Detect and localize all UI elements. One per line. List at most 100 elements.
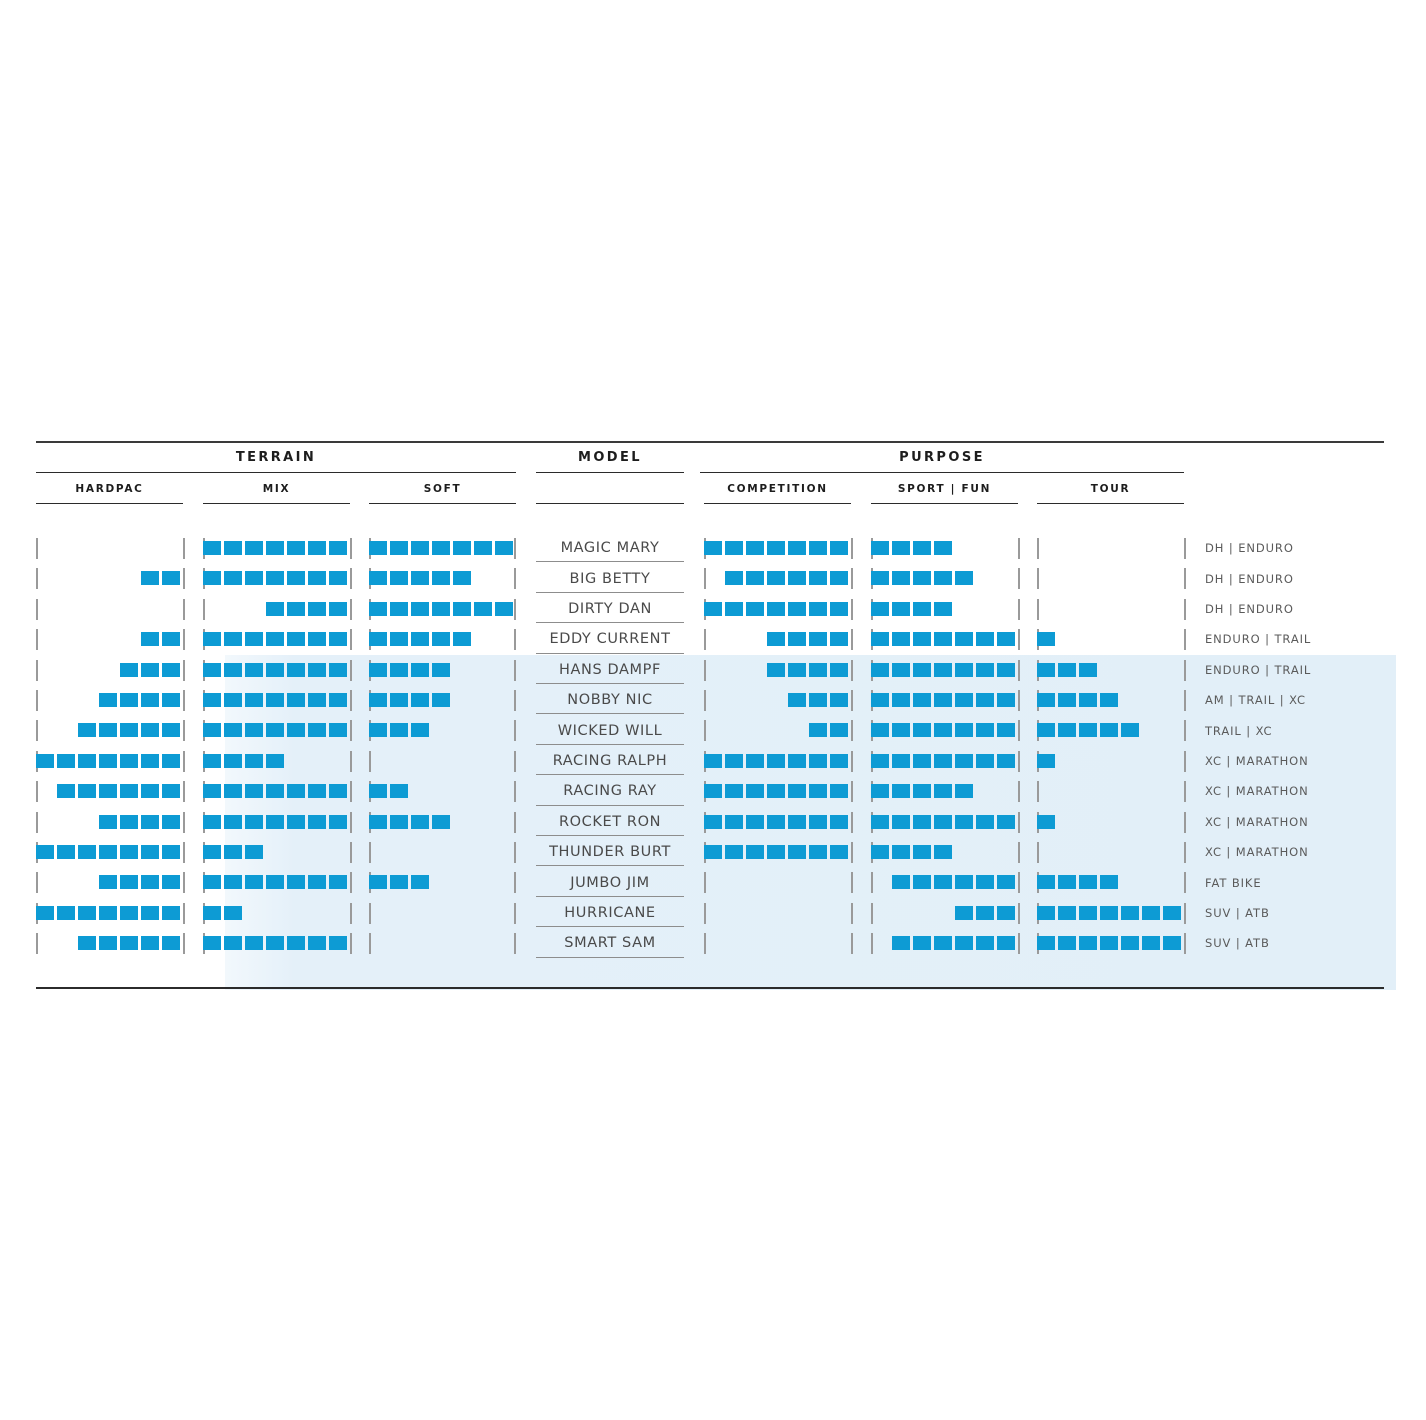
model-name: HURRICANE bbox=[564, 904, 656, 921]
terrain-bar-segment bbox=[36, 753, 54, 768]
table-row[interactable]: NOBBY NIC AM | TRAIL | XC bbox=[0, 685, 1426, 715]
terrain-bar-segment bbox=[369, 875, 387, 890]
scale-tick bbox=[1184, 811, 1186, 833]
purpose-bar-segment bbox=[871, 723, 889, 738]
purpose-bar-segment bbox=[1037, 632, 1055, 647]
category-label: XC | MARATHON bbox=[1205, 814, 1309, 829]
scale-tick bbox=[851, 842, 853, 863]
terrain-bar-segment bbox=[329, 723, 347, 738]
scale-tick bbox=[1018, 720, 1020, 742]
purpose-bar-segment bbox=[1037, 936, 1055, 951]
table-row[interactable]: HURRICANE SUV | ATB bbox=[0, 898, 1426, 928]
terrain-bar-segment bbox=[224, 784, 242, 799]
terrain-bar-segment bbox=[203, 814, 221, 829]
model-underline bbox=[536, 652, 684, 654]
scale-tick bbox=[183, 933, 185, 955]
model-underline bbox=[536, 713, 684, 715]
terrain-bar-segment bbox=[245, 936, 263, 951]
purpose-bar-segment bbox=[955, 662, 973, 677]
purpose-bar-segment bbox=[1163, 936, 1181, 951]
terrain-bar-segment bbox=[57, 784, 75, 799]
table-row[interactable]: THUNDER BURT XC | MARATHON bbox=[0, 837, 1426, 867]
terrain-bar-segment bbox=[203, 662, 221, 677]
table-row[interactable]: EDDY CURRENT ENDURO | TRAIL bbox=[0, 624, 1426, 654]
terrain-bar-segment bbox=[224, 541, 242, 555]
purpose-bar-segment bbox=[746, 571, 764, 586]
table-row[interactable]: HANS DAMPF ENDURO | TRAIL bbox=[0, 655, 1426, 685]
terrain-bar-segment bbox=[266, 662, 284, 677]
purpose-bar-segment bbox=[1037, 753, 1055, 768]
scale-tick bbox=[36, 538, 38, 559]
model-name: MAGIC MARY bbox=[560, 540, 660, 557]
category-label: XC | MARATHON bbox=[1205, 845, 1309, 860]
terrain-bar-segment bbox=[266, 571, 284, 586]
terrain-bar-segment bbox=[162, 936, 180, 951]
scale-tick bbox=[1184, 629, 1186, 651]
terrain-bar-segment bbox=[266, 784, 284, 799]
terrain-bar-segment bbox=[369, 693, 387, 707]
scale-tick bbox=[851, 568, 853, 590]
purpose-bar-segment bbox=[1079, 662, 1097, 677]
purpose-bar-segment bbox=[934, 693, 952, 707]
purpose-bar-segment bbox=[1058, 693, 1076, 707]
terrain-bar-segment bbox=[162, 875, 180, 890]
purpose-bar-segment bbox=[809, 632, 827, 647]
terrain-bar-segment bbox=[224, 845, 242, 859]
scale-tick bbox=[1184, 690, 1186, 711]
terrain-bar-segment bbox=[162, 753, 180, 768]
scale-tick bbox=[369, 902, 371, 924]
purpose-bar-segment bbox=[913, 541, 931, 555]
table-row[interactable]: ROCKET RON XC | MARATHON bbox=[0, 807, 1426, 837]
purpose-bar-segment bbox=[1037, 723, 1055, 738]
column-heading-sport-fun: SPORT | FUN bbox=[897, 483, 992, 495]
table-row[interactable]: SMART SAM SUV | ATB bbox=[0, 928, 1426, 958]
terrain-bar-segment bbox=[308, 784, 326, 799]
terrain-bar-segment bbox=[120, 905, 138, 920]
terrain-bar-segment bbox=[369, 601, 387, 616]
purpose-bar-segment bbox=[934, 845, 952, 859]
scale-tick bbox=[183, 750, 185, 772]
terrain-bar-segment bbox=[120, 784, 138, 799]
terrain-bar-segment bbox=[308, 936, 326, 951]
purpose-bar-segment bbox=[788, 601, 806, 616]
model-name: WICKED WILL bbox=[557, 722, 663, 739]
purpose-bar-segment bbox=[934, 753, 952, 768]
scale-tick bbox=[1018, 750, 1020, 772]
terrain-bar-segment bbox=[287, 662, 305, 677]
scale-tick bbox=[350, 598, 352, 620]
model-underline bbox=[536, 926, 684, 928]
terrain-bar-segment bbox=[266, 723, 284, 738]
table-row[interactable]: WICKED WILL TRAIL | XC bbox=[0, 715, 1426, 745]
scale-tick bbox=[1184, 872, 1186, 894]
purpose-bar-segment bbox=[788, 662, 806, 677]
model-name: ROCKET RON bbox=[558, 813, 662, 830]
terrain-bar-segment bbox=[120, 936, 138, 951]
terrain-bar-segment bbox=[390, 632, 408, 647]
terrain-bar-segment bbox=[78, 753, 96, 768]
purpose-bar-segment bbox=[976, 693, 994, 707]
table-row[interactable]: BIG BETTY DH | ENDURO bbox=[0, 563, 1426, 593]
purpose-bar-segment bbox=[809, 693, 827, 707]
table-row[interactable]: MAGIC MARY DH | ENDURO bbox=[0, 533, 1426, 563]
table-row[interactable]: RACING RALPH XC | MARATHON bbox=[0, 746, 1426, 776]
scale-tick bbox=[36, 598, 38, 620]
terrain-bar-segment bbox=[224, 693, 242, 707]
terrain-bar-segment bbox=[369, 784, 387, 799]
purpose-bar-segment bbox=[830, 753, 848, 768]
terrain-bar-segment bbox=[453, 601, 471, 616]
purpose-bar-segment bbox=[1037, 662, 1055, 677]
scale-tick bbox=[1018, 690, 1020, 711]
table-row[interactable]: DIRTY DAN DH | ENDURO bbox=[0, 594, 1426, 624]
terrain-bar-segment bbox=[162, 905, 180, 920]
scale-tick bbox=[704, 690, 706, 711]
terrain-bar-segment bbox=[78, 845, 96, 859]
table-row[interactable]: JUMBO JIM FAT BIKE bbox=[0, 867, 1426, 897]
purpose-bar-segment bbox=[997, 662, 1015, 677]
scale-tick bbox=[1037, 842, 1039, 863]
table-row[interactable]: RACING RAY XC | MARATHON bbox=[0, 776, 1426, 806]
terrain-bar-segment bbox=[224, 905, 242, 920]
terrain-bar-segment bbox=[245, 662, 263, 677]
terrain-bar-segment bbox=[224, 875, 242, 890]
scale-tick bbox=[514, 872, 516, 894]
terrain-bar-segment bbox=[141, 905, 159, 920]
